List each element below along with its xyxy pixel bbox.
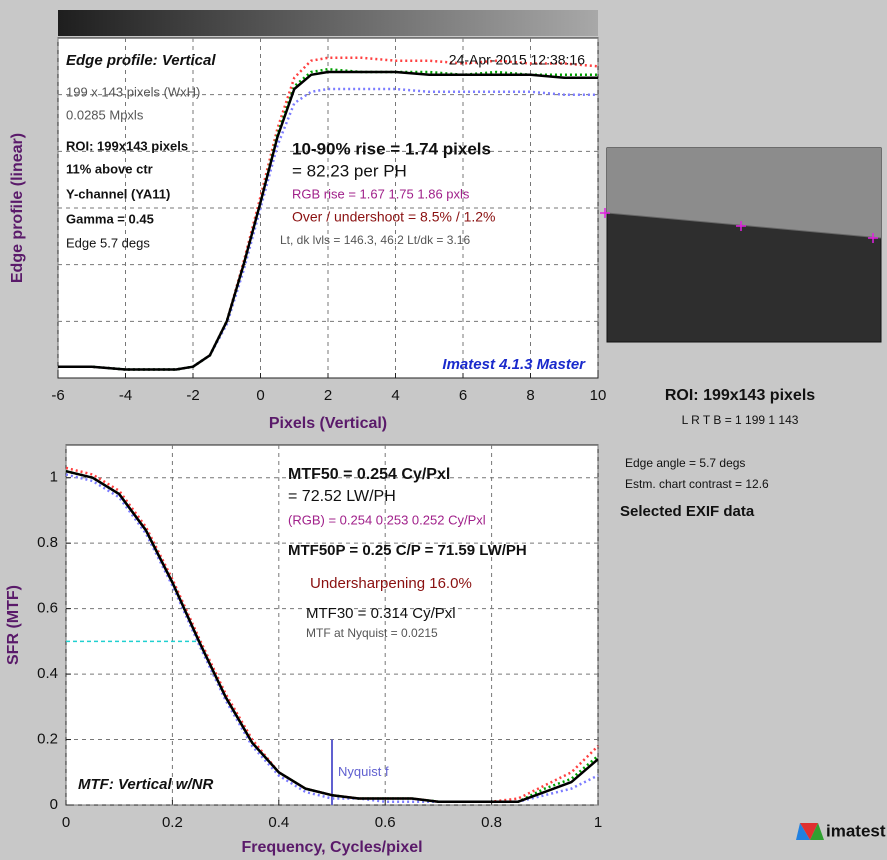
info: 11% above ctr [66,161,153,176]
mtf50: MTF50 = 0.254 Cy/Pxl [288,466,450,483]
levels: Lt, dk lvls = 146.3, 46.2 Lt/dk = 3.16 [280,233,470,247]
roi-image [600,147,882,343]
date: 24-Apr-2015 12:38:16 [449,52,585,68]
x-tick-label: -4 [119,387,132,404]
y-tick-label: 0.2 [37,731,58,748]
y-axis-label: Edge profile (linear) [9,133,26,283]
roi: ROI: 199x143 pixels [665,387,815,404]
exif: Selected EXIF data [620,503,755,520]
x-tick-label: 8 [526,387,534,404]
x-tick-label: 10 [590,387,607,404]
rgb: (RGB) = 0.254 0.253 0.252 Cy/Pxl [288,512,486,527]
info: Y-channel (YA11) [66,186,170,201]
x-axis-label: Pixels (Vertical) [269,415,387,432]
info: Gamma = 0.45 [66,211,154,226]
rise: = 82.23 per PH [292,161,407,180]
x-tick-label: 0.4 [268,814,289,831]
overshoot: Over / undershoot = 8.5% / 1.2% [292,209,496,225]
y-axis-label: SFR (MTF) [5,585,22,665]
y-tick-label: 0 [50,796,58,813]
logo-icon [796,823,824,840]
undersharpening: Undersharpening 16.0% [310,575,472,592]
x-tick-label: 2 [324,387,332,404]
info: 0.0285 Mpxls [66,107,144,122]
y-tick-label: 0.8 [37,534,58,551]
plots: -6 -4 -2 0 2 4 6 8 100 0.2 0.4 0.6 0.8 100.20.40.60.8… [37,38,606,831]
x-tick-label: 0 [256,387,264,404]
rise: 10-90% rise = 1.74 pixels [292,139,491,158]
x-tick-label: 0.8 [481,814,502,831]
x-tick-label: -6 [51,387,64,404]
edge-angle: Edge angle = 5.7 degs [625,456,745,470]
version: Imatest 4.1.3 Master [442,356,586,373]
mtf30: MTF30 = 0.314 Cy/Pxl [306,605,456,622]
rgb-rise: RGB rise = 1.67 1.75 1.86 pxls [292,186,470,201]
y-tick-label: 0.6 [37,600,58,617]
x-tick-label: 0.2 [162,814,183,831]
x-tick-label: 1 [594,814,602,831]
x-tick-label: 0 [62,814,70,831]
y-tick-label: 1 [50,469,58,486]
chart-title: Edge profile: Vertical [66,52,216,69]
x-tick-label: 6 [459,387,467,404]
series-line [65,469,599,803]
mtf50: = 72.52 LW/PH [288,488,396,505]
x-tick-label: 4 [391,387,399,404]
mtf50p: MTF50P = 0.25 C/P = 71.59 LW/PH [288,542,527,559]
series-line [65,466,599,803]
info: 199 x 143 pixels (WxH) [66,84,200,99]
x-axis-label: Frequency, Cycles/pixel [241,839,422,856]
contrast: Estm. chart contrast = 12.6 [625,477,769,491]
x-tick-label: 0.6 [375,814,396,831]
info: ROI: 199x143 pixels [66,138,188,153]
info: Edge 5.7 degs [66,235,150,250]
nyquist-mtf: MTF at Nyquist = 0.0215 [306,626,438,640]
series-line [58,70,598,371]
gradient-bar [58,10,598,36]
y-tick-label: 0.4 [37,665,58,682]
lrtb: L R T B = 1 199 1 143 [682,413,799,427]
nyquist-label: Nyquist f [338,764,389,779]
series-line [58,87,598,371]
x-tick-label: -2 [186,387,199,404]
logo: imatest [826,821,886,840]
chart-title: MTF: Vertical w/NR [78,776,213,793]
